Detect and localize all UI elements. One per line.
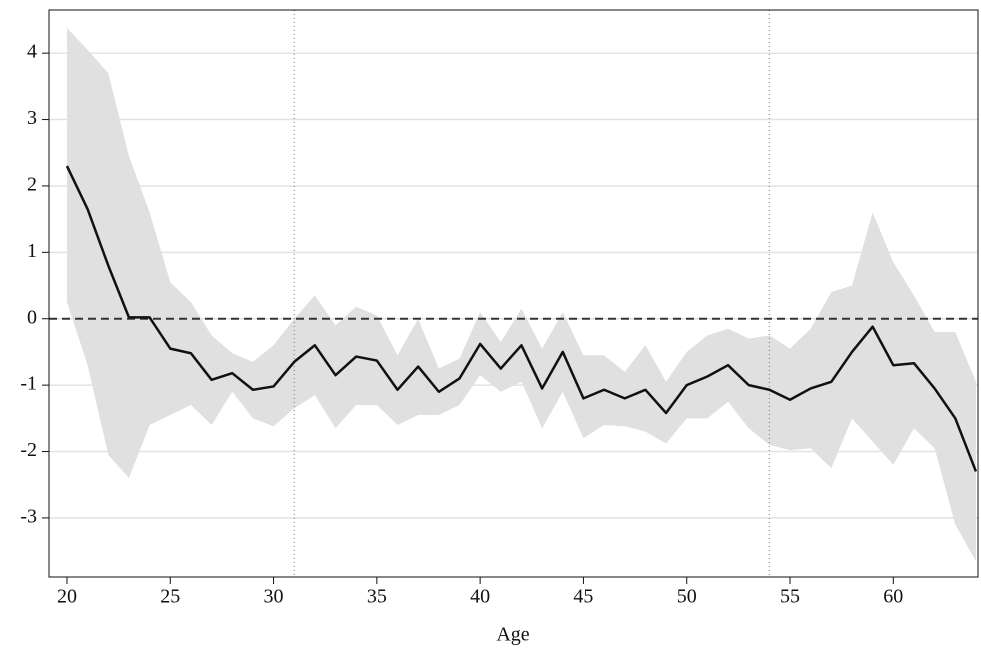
x-tick-label: 40 [470, 586, 490, 608]
x-tick-label: 60 [883, 586, 903, 608]
x-tick-label: 45 [573, 586, 593, 608]
x-tick-label: 35 [367, 586, 387, 608]
y-tick-label: -2 [20, 439, 37, 461]
x-axis-title: Age [496, 624, 529, 646]
confidence-band [66, 27, 976, 562]
x-tick-label: 50 [677, 586, 697, 608]
y-tick-label: -1 [20, 373, 37, 395]
x-tick-label: 25 [160, 586, 180, 608]
y-tick-label: 0 [27, 306, 37, 328]
plot-frame [48, 9, 979, 578]
y-tick-label: 3 [27, 107, 37, 129]
x-tick-label: 30 [264, 586, 284, 608]
y-tick-label: 1 [27, 240, 37, 262]
y-tick-label: -3 [20, 506, 37, 528]
x-tick-label: 55 [780, 586, 800, 608]
estimate-line [65, 165, 978, 472]
y-tick-label: 2 [27, 174, 37, 196]
x-tick-label: 20 [57, 586, 77, 608]
y-tick-label: 4 [27, 41, 37, 63]
